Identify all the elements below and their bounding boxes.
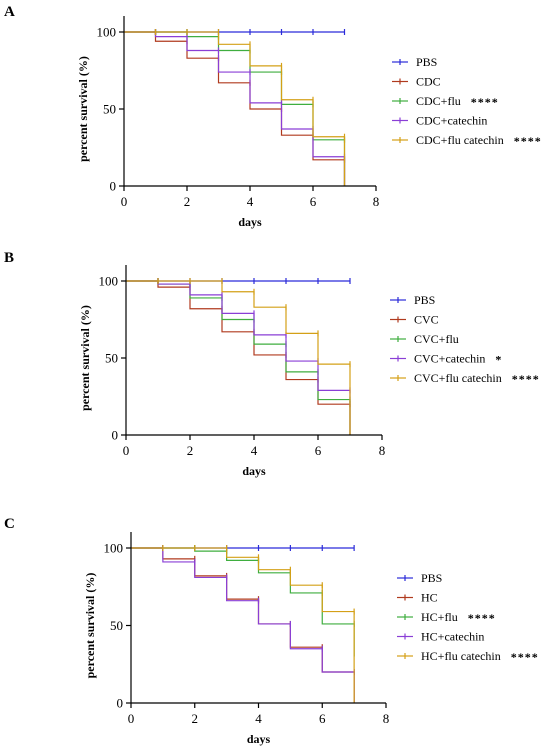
survival-curve — [131, 547, 355, 703]
legend-label: CVC+catechin — [414, 352, 485, 366]
x-tick-label: 4 — [251, 443, 258, 458]
panel-c: C 0 2 4 6 8 0 50 100 days percent survival (%) PBS H… — [4, 516, 539, 746]
legend-label: CVC+flu catechin — [414, 371, 502, 385]
survival-curve — [124, 31, 346, 186]
y-tick-label: 50 — [105, 351, 118, 366]
x-tick-label: 8 — [383, 711, 390, 726]
legend-label: HC+flu catechin — [421, 649, 501, 663]
x-tick-label: 4 — [247, 194, 254, 209]
y-tick-label: 0 — [117, 696, 124, 711]
significance-stars: **** — [511, 650, 539, 664]
x-tick-label: 0 — [123, 443, 130, 458]
legend-item: CDC — [392, 75, 441, 89]
x-tick-label: 6 — [319, 711, 326, 726]
legend-label: PBS — [416, 55, 437, 69]
y-tick-label: 50 — [110, 618, 123, 633]
survival-curve — [124, 31, 346, 186]
legend: PBS CVC CVC+flu CVC+catechin * CVC+flu catech… — [390, 293, 540, 386]
x-axis-label: days — [247, 732, 271, 746]
significance-stars: **** — [471, 95, 499, 109]
significance-stars: * — [495, 353, 502, 367]
y-tick-label: 50 — [103, 102, 116, 117]
legend-item: CDC+catechin — [392, 114, 487, 128]
legend: PBS HC HC+flu **** HC+catechin HC+flu catechi… — [397, 571, 539, 664]
significance-stars: **** — [468, 611, 496, 625]
x-axis-label: days — [242, 464, 266, 478]
x-tick-label: 4 — [255, 711, 262, 726]
x-tick-label: 6 — [315, 443, 322, 458]
x-tick-label: 6 — [310, 194, 317, 209]
legend-label: CDC+catechin — [416, 114, 487, 128]
legend-item: HC — [397, 591, 438, 605]
significance-stars: **** — [512, 372, 540, 386]
survival-curve — [131, 547, 355, 703]
series-cdc-flu — [124, 29, 346, 186]
x-tick-label: 8 — [379, 443, 386, 458]
x-tick-label: 2 — [184, 194, 191, 209]
legend-item: CDC+flu **** — [392, 94, 499, 109]
legend-item: CVC+catechin * — [390, 352, 502, 367]
legend-item: CVC+flu catechin **** — [390, 371, 540, 386]
panel-letter: B — [4, 250, 14, 266]
y-tick-label: 100 — [97, 25, 117, 40]
y-axis-label: percent survival (%) — [76, 56, 90, 162]
y-axis-label: percent survival (%) — [78, 305, 92, 411]
x-tick-label: 0 — [128, 711, 135, 726]
y-tick-label: 0 — [112, 428, 119, 443]
legend-label: HC+catechin — [421, 630, 484, 644]
panel-letter: C — [4, 516, 15, 532]
survival-curve — [124, 31, 346, 186]
survival-curve — [131, 547, 355, 703]
legend-label: CVC+flu — [414, 332, 459, 346]
survival-curve — [124, 31, 346, 186]
series-hc — [131, 545, 355, 703]
series-cdc — [124, 29, 346, 186]
legend-label: CDC+flu — [416, 94, 461, 108]
x-axis-label: days — [238, 215, 262, 229]
legend-item: PBS — [392, 55, 437, 69]
panel-letter: A — [4, 4, 15, 20]
series-hc-catechin — [131, 545, 355, 703]
y-axis-label: percent survival (%) — [83, 573, 97, 679]
x-tick-label: 2 — [187, 443, 194, 458]
panel-a: A 0 2 4 6 8 0 50 100 days percent survival (%) PBS C… — [4, 4, 542, 229]
survival-curve — [126, 280, 351, 435]
legend-item: CDC+flu catechin **** — [392, 133, 542, 148]
x-tick-label: 8 — [373, 194, 380, 209]
x-tick-label: 2 — [192, 711, 199, 726]
legend-item: HC+flu catechin **** — [397, 649, 539, 664]
legend-label: PBS — [421, 571, 442, 585]
legend-label: PBS — [414, 293, 435, 307]
legend-item: HC+flu **** — [397, 610, 496, 625]
series-cvc-flu-catechin — [126, 278, 351, 435]
x-tick-label: 0 — [121, 194, 128, 209]
legend-item: CVC — [390, 313, 439, 327]
legend-item: PBS — [390, 293, 435, 307]
legend-label: CDC+flu catechin — [416, 133, 504, 147]
y-tick-label: 100 — [99, 274, 119, 289]
legend-label: HC+flu — [421, 610, 458, 624]
series-hc-flu-catechin — [131, 545, 355, 703]
series-cvc — [126, 278, 351, 435]
survival-curve — [126, 280, 351, 435]
survival-curve — [131, 547, 355, 657]
survival-curve — [126, 280, 351, 435]
survival-curve — [126, 280, 351, 435]
legend: PBS CDC CDC+flu **** CDC+catechin CDC+flu cat… — [392, 55, 542, 148]
series-cvc-flu — [126, 278, 351, 435]
legend-item: PBS — [397, 571, 442, 585]
significance-stars: **** — [514, 134, 542, 148]
panel-b: B 0 2 4 6 8 0 50 100 days percent survival (%) PBS C… — [4, 250, 540, 478]
legend-label: HC — [421, 591, 438, 605]
series-cdc-flu-catechin — [124, 29, 346, 186]
legend-item: CVC+flu — [390, 332, 459, 346]
legend-item: HC+catechin — [397, 630, 484, 644]
legend-label: CVC — [414, 313, 439, 327]
series-cdc-catechin — [124, 29, 346, 186]
series-cvc-catechin — [126, 278, 351, 435]
legend-label: CDC — [416, 75, 441, 89]
y-tick-label: 0 — [110, 179, 117, 194]
y-tick-label: 100 — [104, 541, 124, 556]
